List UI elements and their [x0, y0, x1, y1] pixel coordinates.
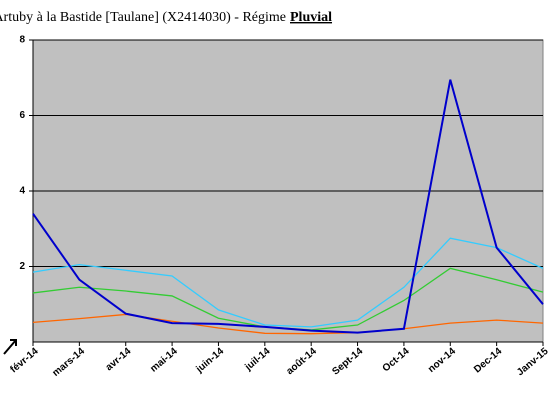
- cursor-arrow: [3, 339, 17, 355]
- chart-title: L'Artuby à la Bastide [Taulane] (X241403…: [0, 10, 286, 25]
- series-line: [32, 79, 544, 334]
- y-tick-label: 6: [19, 110, 25, 121]
- y-tick-label: 8: [19, 35, 25, 46]
- x-tick-label: Oct-14: [381, 346, 412, 375]
- x-tick-label: juil-14: [242, 346, 272, 374]
- x-tick-label: févr-14: [8, 346, 41, 376]
- y-tick-label: 4: [19, 186, 25, 197]
- x-tick-label: mai-14: [148, 346, 180, 375]
- x-tick-label: nov-14: [426, 346, 458, 375]
- x-tick-label: Sept-14: [330, 346, 365, 378]
- y-tick-label: 2: [19, 261, 25, 272]
- series-line: [32, 313, 544, 335]
- x-tick-label: Dec-14: [472, 346, 505, 376]
- series-line: [32, 237, 544, 328]
- chart-title-emphasis: Pluvial: [290, 10, 332, 25]
- x-tick-label: août-14: [284, 346, 319, 378]
- x-tick-label: avr-14: [104, 346, 134, 374]
- x-tick-label: juin-14: [194, 346, 227, 376]
- x-tick-label: mars-14: [51, 346, 88, 379]
- x-tick-label: Janv-15: [515, 346, 551, 379]
